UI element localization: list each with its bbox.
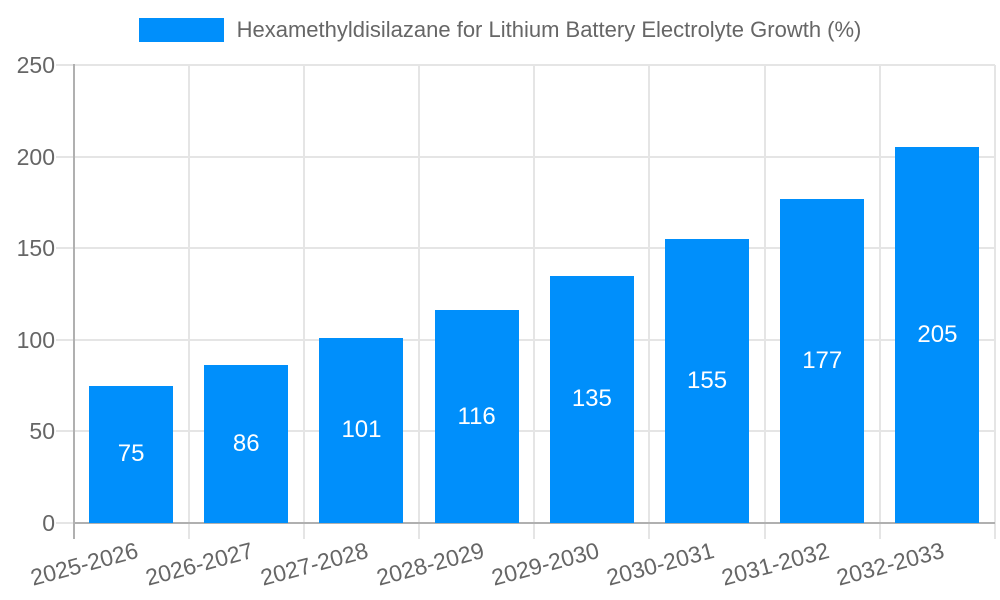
x-axis-tick-label: 2025-2026 bbox=[27, 537, 141, 591]
x-axis-tick-label: 2028-2029 bbox=[373, 537, 487, 591]
y-tick-mark bbox=[56, 64, 74, 66]
y-axis-tick-label: 200 bbox=[16, 143, 55, 170]
bar-2026-2027[interactable]: 86 bbox=[204, 365, 289, 523]
x-gridline bbox=[763, 65, 766, 539]
bar-2031-2032[interactable]: 177 bbox=[780, 198, 865, 523]
x-gridline bbox=[878, 65, 881, 539]
y-tick-mark bbox=[56, 247, 74, 250]
x-gridline bbox=[533, 65, 536, 539]
bar-2030-2031[interactable]: 155 bbox=[665, 239, 750, 523]
y-axis-tick-label: 250 bbox=[16, 52, 55, 78]
x-axis-tick-label: 2031-2032 bbox=[718, 537, 832, 591]
bar-value-label: 75 bbox=[117, 440, 145, 468]
x-gridline bbox=[994, 65, 996, 539]
y-axis-tick-label: 150 bbox=[16, 235, 55, 262]
bar-value-label: 101 bbox=[341, 416, 382, 444]
x-gridline bbox=[187, 65, 190, 539]
x-gridline bbox=[648, 65, 651, 539]
bar-2032-2033[interactable]: 205 bbox=[895, 147, 980, 523]
bar-2028-2029[interactable]: 116 bbox=[434, 310, 519, 523]
y-axis-tick-label: 50 bbox=[29, 418, 55, 445]
bar-2027-2028[interactable]: 101 bbox=[319, 337, 404, 523]
x-gridline bbox=[302, 65, 305, 539]
y-axis-tick-label: 100 bbox=[16, 326, 55, 353]
x-axis-tick-label: 2032-2033 bbox=[834, 537, 948, 591]
x-axis-tick-label: 2027-2028 bbox=[258, 537, 372, 591]
y-tick-mark bbox=[56, 338, 74, 341]
bar-value-label: 135 bbox=[571, 385, 612, 413]
x-axis-tick-label: 2029-2030 bbox=[488, 537, 602, 591]
bar-value-label: 177 bbox=[802, 346, 843, 374]
y-axis-tick-label: 0 bbox=[42, 510, 55, 536]
y-axis-line bbox=[72, 64, 75, 539]
y-tick-mark bbox=[56, 155, 74, 158]
bar-2025-2026[interactable]: 75 bbox=[89, 385, 174, 523]
x-axis-tick-label: 2026-2027 bbox=[143, 537, 257, 591]
bar-value-label: 86 bbox=[232, 430, 260, 458]
bar-value-label: 155 bbox=[687, 367, 728, 394]
bar-value-label: 205 bbox=[917, 321, 958, 349]
legend-swatch-icon bbox=[138, 18, 224, 42]
x-axis-tick-label: 2030-2031 bbox=[603, 537, 717, 591]
bar-2029-2030[interactable]: 135 bbox=[549, 275, 634, 523]
chart-legend[interactable]: Hexamethyldisilazane for Lithium Battery… bbox=[0, 18, 1000, 42]
x-axis-line bbox=[73, 522, 995, 524]
legend-label: Hexamethyldisilazane for Lithium Battery… bbox=[236, 17, 862, 42]
x-gridline bbox=[418, 65, 421, 539]
bar-value-label: 116 bbox=[457, 402, 496, 430]
y-tick-mark bbox=[56, 522, 74, 524]
y-tick-mark bbox=[56, 430, 74, 433]
